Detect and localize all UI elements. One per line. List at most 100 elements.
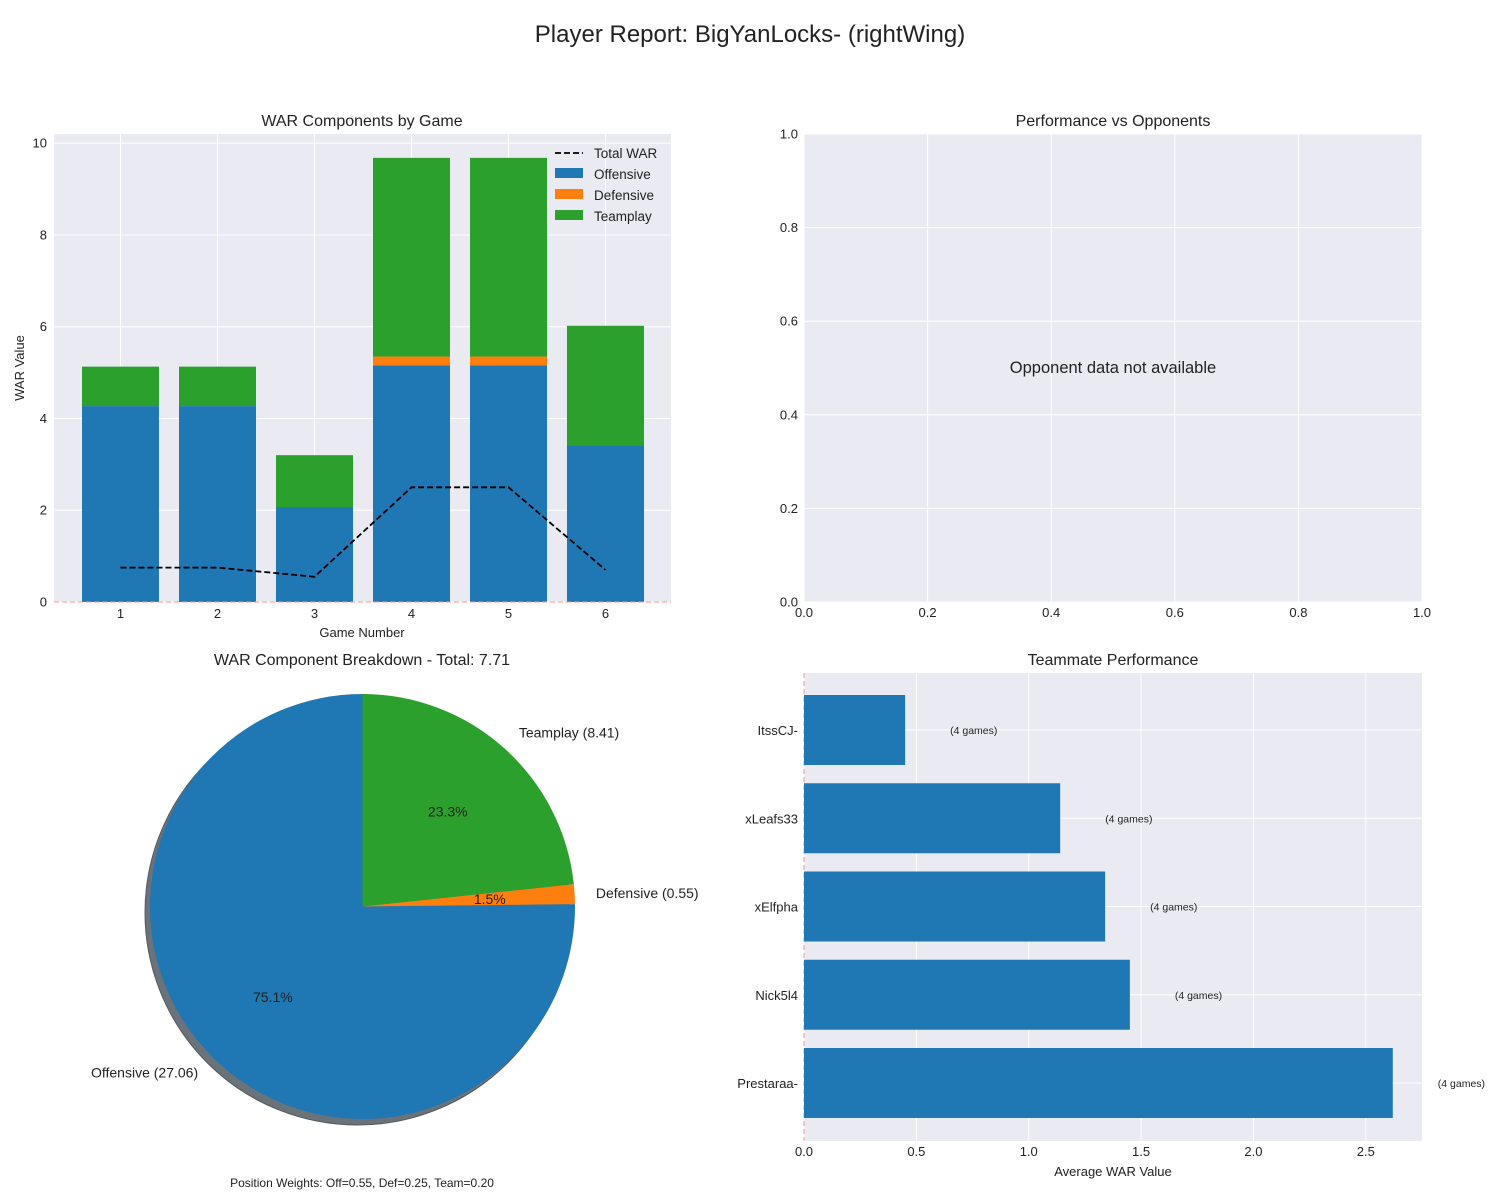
war-components-legend: Total WAR Offensive Defensive Teamplay [555, 146, 658, 224]
pie-slice-label: Teamplay (8.41) [519, 725, 619, 741]
war-components-ylabel: WAR Value [12, 335, 27, 401]
pie-slice-label: Defensive (0.55) [596, 885, 699, 901]
teammate-name-label: ItssCJ- [758, 723, 798, 738]
war-components-xlabel: Game Number [319, 625, 405, 640]
legend-swatch-defensive [555, 189, 583, 199]
teammates-xlabel: Average WAR Value [1054, 1164, 1172, 1179]
legend-swatch-teamplay [555, 210, 583, 220]
teammates-xtick-label: 1.5 [1132, 1144, 1150, 1159]
legend-swatch-offensive [555, 168, 583, 178]
war-components-xtick-label: 4 [408, 606, 415, 621]
bar-offensive-game-3 [276, 507, 353, 602]
pie-slice-defensive [362, 884, 575, 907]
pie-slice-teamplay [362, 694, 574, 907]
war-components-ytick-label: 2 [40, 503, 47, 518]
legend-label-defensive: Defensive [594, 188, 654, 203]
teammate-games-label: (4 games) [1150, 902, 1197, 914]
vs-opponents-ytick-label: 0.2 [780, 501, 798, 516]
bar-teamplay-game-5 [470, 157, 547, 357]
vs-opponents-xtick-label: 0.2 [919, 605, 937, 620]
bar-teamplay-game-6 [567, 325, 644, 446]
total-war-line [120, 486, 607, 578]
total-war-line-layer [120, 486, 607, 578]
legend-label-offensive: Offensive [594, 167, 651, 182]
war-components-xtick-label: 6 [602, 606, 609, 621]
teammates-xtick-label: 0.5 [907, 1144, 925, 1159]
breakdown-panel: WAR Component Breakdown - Total: 7.71 75… [91, 652, 699, 1190]
teammate-name-label: xLeafs33 [745, 811, 798, 826]
teammates-xtick-label: 2.0 [1244, 1144, 1262, 1159]
war-components-ytick-label: 8 [40, 227, 47, 242]
war-components-ytick-label: 0 [40, 595, 47, 610]
bar-teamplay-game-4 [373, 157, 450, 357]
pie-pct-label: 75.1% [253, 989, 293, 1005]
legend-label-total-war: Total WAR [594, 146, 658, 161]
war-components-xtick-label: 5 [505, 606, 512, 621]
pie-pct-label: 23.3% [428, 804, 468, 820]
bar-defensive-game-4 [373, 356, 450, 366]
teammates-title: Teammate Performance [1028, 652, 1199, 669]
opponent-data-message: Opponent data not available [1010, 359, 1216, 377]
vs-opponents-xtick-label: 0.8 [1289, 605, 1307, 620]
bar-offensive-game-1 [82, 406, 159, 602]
teammate-games-label: (4 games) [950, 725, 997, 737]
teammates-ticks: 0.0 0.5 1.0 1.5 2.0 2.5 Prestaraa- Nick5l4 xElfp… [737, 723, 1375, 1159]
vs-opponents-plot-area [804, 134, 1422, 602]
vs-opponents-xtick-label: 1.0 [1413, 605, 1431, 620]
war-components-xtick-label: 1 [117, 606, 124, 621]
teammate-games-label: (4 games) [1175, 990, 1222, 1002]
bar-teamplay-game-1 [82, 366, 159, 407]
bar-teamplay-game-3 [276, 455, 353, 508]
teammate-bar-xleafs33 [804, 783, 1061, 854]
teammate-bar-prestaraa- [804, 1048, 1393, 1118]
pie-pct-label: 1.5% [474, 891, 506, 907]
vs-opponents-ytick-label: 1.0 [780, 127, 798, 142]
teammate-bar-xelfpha [804, 871, 1106, 942]
war-components-xtick-label: 3 [311, 606, 318, 621]
bar-offensive-game-4 [373, 365, 450, 602]
teammates-xtick-label: 1.0 [1020, 1144, 1038, 1159]
war-components-ytick-label: 4 [40, 411, 47, 426]
breakdown-pie: 75.1% Offensive (27.06) 1.5% Defensive (0.5… [91, 694, 699, 1126]
vs-opponents-xtick-label: 0.0 [795, 605, 813, 620]
breakdown-title: WAR Component Breakdown - Total: 7.71 [214, 652, 510, 669]
teammates-xtick-label: 2.5 [1357, 1144, 1375, 1159]
war-components-title: WAR Components by Game [261, 113, 462, 130]
war-components-bars [54, 157, 671, 603]
bar-offensive-game-2 [179, 406, 256, 602]
vs-opponents-panel: 0.0 0.2 0.4 0.6 0.8 1.0 0.0 0.2 0.4 0.6 0.8 1.0 Per… [780, 113, 1431, 620]
vs-opponents-ytick-label: 0.6 [780, 314, 798, 329]
vs-opponents-ticks: 0.0 0.2 0.4 0.6 0.8 1.0 0.0 0.2 0.4 0.6 0.8 1.0 [780, 127, 1431, 621]
war-components-ytick-label: 6 [40, 319, 47, 334]
vs-opponents-ytick-label: 0.4 [780, 407, 798, 422]
war-components-ytick-label: 10 [33, 136, 47, 151]
teammate-bar-itsscj- [804, 695, 906, 765]
teammate-name-label: xElfpha [755, 900, 799, 915]
legend-label-teamplay: Teamplay [594, 209, 652, 224]
teammates-panel: (4 games) (4 games) (4 games) (4 games) (4 g… [737, 652, 1485, 1179]
bar-offensive-game-5 [470, 365, 547, 602]
figure-title: Player Report: BigYanLocks- (rightWing) [535, 21, 965, 48]
pie-slice-label: Offensive (27.06) [91, 1065, 198, 1081]
vs-opponents-xtick-label: 0.6 [1166, 605, 1184, 620]
position-weights-note: Position Weights: Off=0.55, Def=0.25, Te… [230, 1176, 494, 1190]
bar-defensive-game-5 [470, 356, 547, 366]
vs-opponents-ytick-label: 0.8 [780, 220, 798, 235]
bar-offensive-game-6 [567, 445, 644, 602]
vs-opponents-grid [803, 133, 1423, 603]
teammate-name-label: Nick5l4 [755, 988, 798, 1003]
war-components-xtick-label: 2 [214, 606, 221, 621]
teammate-name-label: Prestaraa- [737, 1076, 798, 1091]
teammate-bar-nick5l4 [804, 959, 1130, 1030]
vs-opponents-title: Performance vs Opponents [1016, 113, 1211, 130]
teammate-games-label: (4 games) [1438, 1078, 1485, 1090]
vs-opponents-ytick-label: 0.0 [780, 595, 798, 610]
teammate-games-label: (4 games) [1105, 813, 1152, 825]
teammates-bars: (4 games) (4 games) (4 games) (4 games) (4 g… [804, 695, 1485, 1118]
bar-teamplay-game-2 [179, 366, 256, 407]
teammates-xtick-label: 0.0 [795, 1144, 813, 1159]
vs-opponents-xtick-label: 0.4 [1042, 605, 1060, 620]
